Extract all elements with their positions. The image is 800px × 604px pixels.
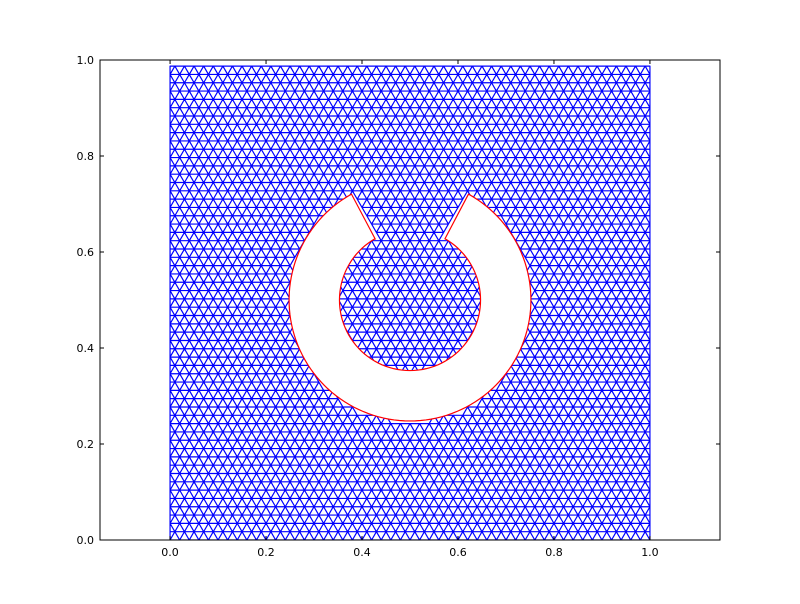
x-tick-label: 0.8 (545, 546, 563, 559)
split-ring-boundary (288, 193, 532, 422)
y-axis-ticks: 0.0 0.2 0.4 0.6 0.8 1.0 (77, 54, 720, 547)
hole-boundary (288, 193, 532, 422)
x-tick-label: 0.4 (353, 546, 371, 559)
y-tick-label: 0.4 (77, 342, 95, 355)
x-tick-label: 0.0 (161, 546, 179, 559)
x-tick-label: 0.2 (257, 546, 275, 559)
y-tick-label: 0.6 (77, 246, 95, 259)
mesh-triangles (169, 65, 651, 540)
x-axis-ticks: 0.0 0.2 0.4 0.6 0.8 1.0 (161, 60, 659, 559)
y-tick-label: 0.0 (77, 534, 95, 547)
x-tick-label: 0.6 (449, 546, 467, 559)
y-tick-label: 0.8 (77, 150, 95, 163)
y-tick-label: 1.0 (77, 54, 95, 67)
x-tick-label: 1.0 (641, 546, 659, 559)
mesh-triangle-edges (169, 65, 651, 540)
axes-frame (99, 59, 721, 541)
y-tick-label: 0.2 (77, 438, 95, 451)
